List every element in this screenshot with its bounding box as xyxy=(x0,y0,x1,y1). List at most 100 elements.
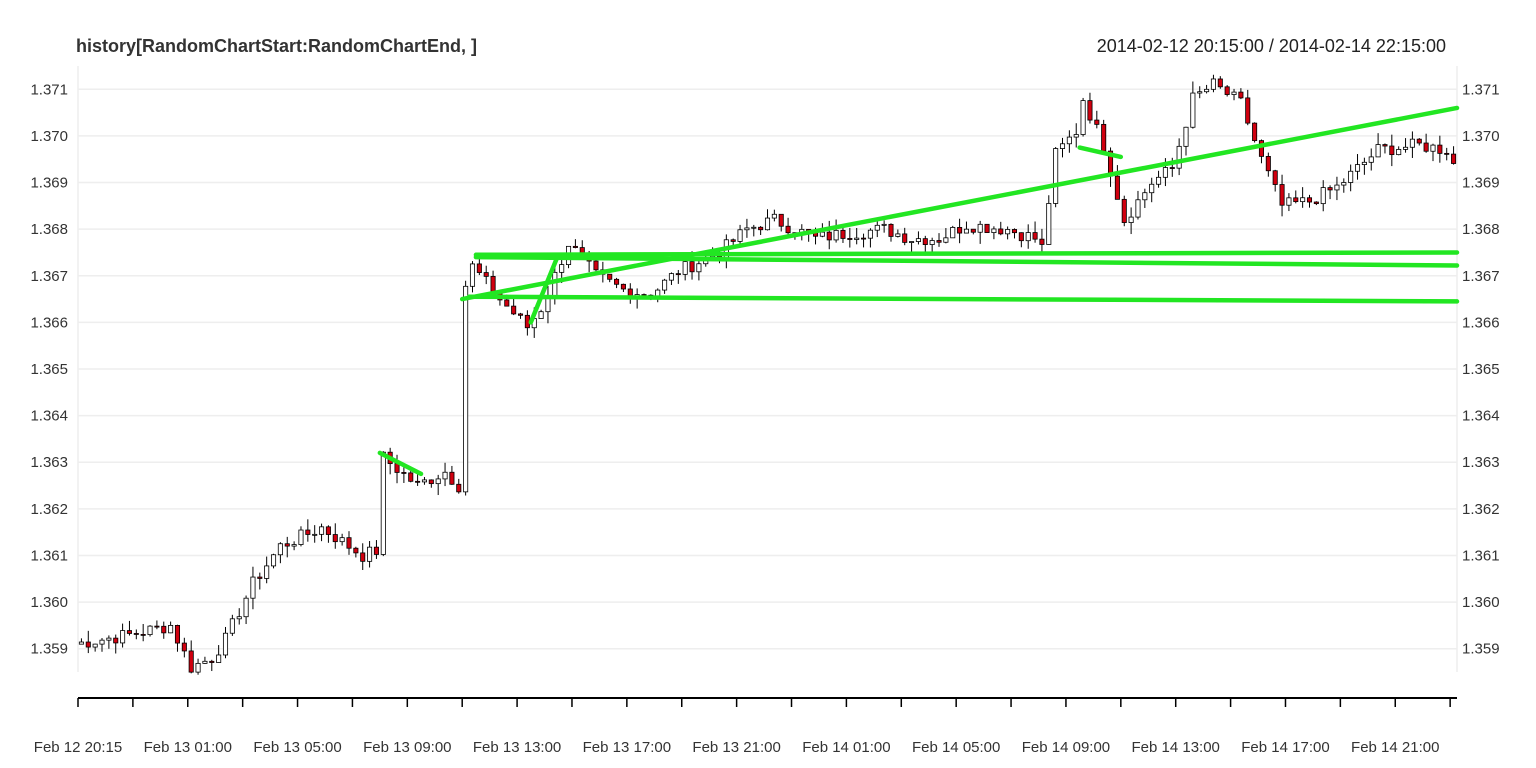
candle xyxy=(428,479,434,488)
trend-line xyxy=(473,254,1460,268)
candle xyxy=(991,226,997,240)
candle-body xyxy=(1080,100,1086,135)
candle-body xyxy=(1423,142,1429,152)
candle xyxy=(1039,228,1045,253)
candle xyxy=(1224,85,1230,97)
candle-body xyxy=(744,227,750,231)
candle xyxy=(209,659,215,672)
candle xyxy=(181,637,187,658)
candle xyxy=(655,288,661,303)
candle-body xyxy=(1128,216,1134,223)
candle-body xyxy=(202,660,208,664)
candle xyxy=(291,541,297,551)
candle-body xyxy=(319,526,325,535)
candle xyxy=(1025,224,1031,249)
candle xyxy=(1396,146,1402,156)
x-tick-label: Feb 13 17:00 xyxy=(583,739,671,756)
candle xyxy=(1361,157,1367,175)
grid-lines xyxy=(77,66,1458,672)
candle-body xyxy=(1011,229,1018,234)
candle xyxy=(957,218,963,244)
candle-body xyxy=(984,223,990,234)
y-tick-label-right: 1.363 xyxy=(1462,454,1500,471)
candle-body xyxy=(147,625,153,636)
candle xyxy=(92,643,98,652)
candle-body xyxy=(284,543,290,547)
candle xyxy=(298,526,304,547)
candle-body xyxy=(998,228,1004,235)
candle xyxy=(78,638,84,645)
candle-body xyxy=(1258,140,1264,157)
candle-body xyxy=(950,227,956,239)
candle-body xyxy=(1279,184,1285,206)
candle-body xyxy=(1252,122,1258,142)
candle xyxy=(1176,138,1182,176)
candle xyxy=(168,621,174,634)
candle xyxy=(1204,84,1210,94)
candle xyxy=(1430,143,1436,162)
candle xyxy=(195,658,201,675)
candle xyxy=(943,228,949,244)
candle xyxy=(421,477,427,485)
candle-body xyxy=(229,618,235,634)
candle-body xyxy=(1066,136,1072,145)
candle-body xyxy=(874,224,880,231)
candle xyxy=(264,556,270,584)
candle-body xyxy=(902,233,908,243)
candle-body xyxy=(1156,176,1162,185)
candle-body xyxy=(607,273,613,280)
candle-body xyxy=(1389,145,1395,156)
candle xyxy=(696,259,702,281)
candle xyxy=(284,536,290,558)
candle xyxy=(312,525,318,543)
candle-body xyxy=(771,213,777,219)
candle xyxy=(1403,138,1409,153)
candle xyxy=(120,623,126,648)
candle xyxy=(1053,147,1059,208)
candle xyxy=(1313,201,1319,206)
candle xyxy=(1156,170,1162,188)
candle-body xyxy=(1025,232,1031,242)
candle-body xyxy=(161,625,167,634)
candle xyxy=(257,572,263,590)
candle-body xyxy=(181,642,187,652)
x-tick-label: Feb 13 01:00 xyxy=(144,739,232,756)
candle-body xyxy=(854,237,860,240)
candle xyxy=(888,223,894,242)
candle-body xyxy=(154,625,160,628)
candle-body xyxy=(78,641,84,645)
candle-body xyxy=(174,625,181,644)
candle-body xyxy=(668,273,674,281)
candle-body xyxy=(469,263,476,287)
candle-body xyxy=(1245,97,1251,124)
candle-body xyxy=(1176,145,1182,169)
candle-body xyxy=(106,637,112,641)
candle-body xyxy=(1416,138,1422,144)
candle xyxy=(1286,193,1292,212)
candle xyxy=(970,228,976,235)
candle-body xyxy=(593,260,599,271)
candle-body xyxy=(764,217,771,231)
candle-body xyxy=(785,225,791,234)
x-tick-label: Feb 13 21:00 xyxy=(692,739,780,756)
trend-line xyxy=(528,252,561,325)
trend-line xyxy=(377,450,424,477)
candle xyxy=(1066,130,1072,153)
candle-body xyxy=(840,229,846,239)
candle xyxy=(346,531,352,555)
candle-body xyxy=(442,471,448,480)
candle-body xyxy=(1087,100,1093,121)
candle-body xyxy=(1403,146,1409,150)
candle xyxy=(99,638,105,652)
candle-body xyxy=(1114,175,1120,200)
candle xyxy=(627,283,633,304)
candle-body xyxy=(1142,192,1148,201)
candle-body xyxy=(1375,144,1381,158)
candle-body xyxy=(552,271,558,297)
candle-body xyxy=(1327,187,1333,191)
candle xyxy=(305,519,311,542)
candle xyxy=(984,223,990,234)
candle xyxy=(854,228,860,245)
candle-body xyxy=(1320,187,1326,205)
candle-body xyxy=(257,576,263,579)
